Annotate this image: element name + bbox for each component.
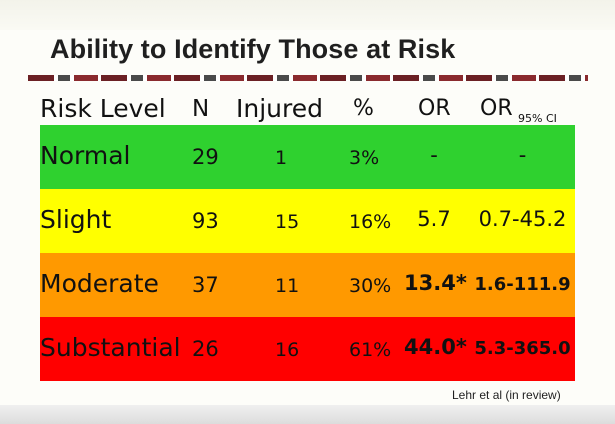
header-odds-ratio-ci: OR: [480, 96, 513, 121]
row-odds-ratio: 5.7: [417, 207, 451, 231]
row-n: 37: [192, 273, 219, 297]
row-percent: 30%: [349, 275, 392, 297]
slide-title: Ability to Identify Those at Risk: [50, 34, 456, 64]
row-injured: 11: [275, 275, 300, 297]
row-odds-ratio: -: [430, 143, 438, 167]
top-band: [0, 0, 615, 30]
row-confidence-interval: 1.6-111.9: [474, 274, 571, 295]
row-percent: 61%: [349, 339, 392, 361]
row-confidence-interval: 5.3-365.0: [474, 338, 571, 359]
header-n: N: [192, 96, 210, 122]
row-percent: 16%: [349, 211, 392, 233]
row-n: 93: [192, 209, 219, 233]
row-risk-level: Moderate: [40, 269, 159, 298]
row-confidence-interval: -: [518, 143, 527, 167]
table-row-normal: Normal 29 1 3% - -: [40, 125, 575, 189]
header-percent: %: [353, 96, 374, 121]
table-row-substantial: Substantial 26 16 61% 44.0* 5.3-365.0: [40, 317, 575, 381]
row-n: 29: [192, 145, 219, 169]
row-risk-level: Normal: [40, 141, 131, 170]
row-risk-level: Substantial: [40, 333, 181, 362]
decorative-stripe-bar: [28, 75, 588, 81]
header-risk-level: Risk Level: [40, 94, 166, 123]
row-n: 26: [192, 337, 219, 361]
row-injured: 1: [275, 147, 288, 169]
bottom-band: [0, 405, 615, 424]
row-odds-ratio: 44.0*: [404, 335, 467, 359]
table-header-row: Risk Level N Injured % OR OR 95% CI: [40, 92, 575, 125]
header-ci-subscript: 95% CI: [518, 112, 557, 125]
row-odds-ratio: 13.4*: [404, 271, 467, 295]
row-confidence-interval: 0.7-45.2: [478, 207, 567, 231]
row-injured: 16: [275, 339, 300, 361]
table-row-moderate: Moderate 37 11 30% 13.4* 1.6-111.9: [40, 253, 575, 317]
row-risk-level: Slight: [40, 205, 112, 234]
citation: Lehr et al (in review): [452, 388, 561, 402]
row-percent: 3%: [349, 147, 380, 169]
header-odds-ratio: OR: [418, 96, 451, 121]
header-injured: Injured: [236, 94, 323, 123]
row-injured: 15: [275, 211, 300, 233]
table-row-slight: Slight 93 15 16% 5.7 0.7-45.2: [40, 189, 575, 253]
